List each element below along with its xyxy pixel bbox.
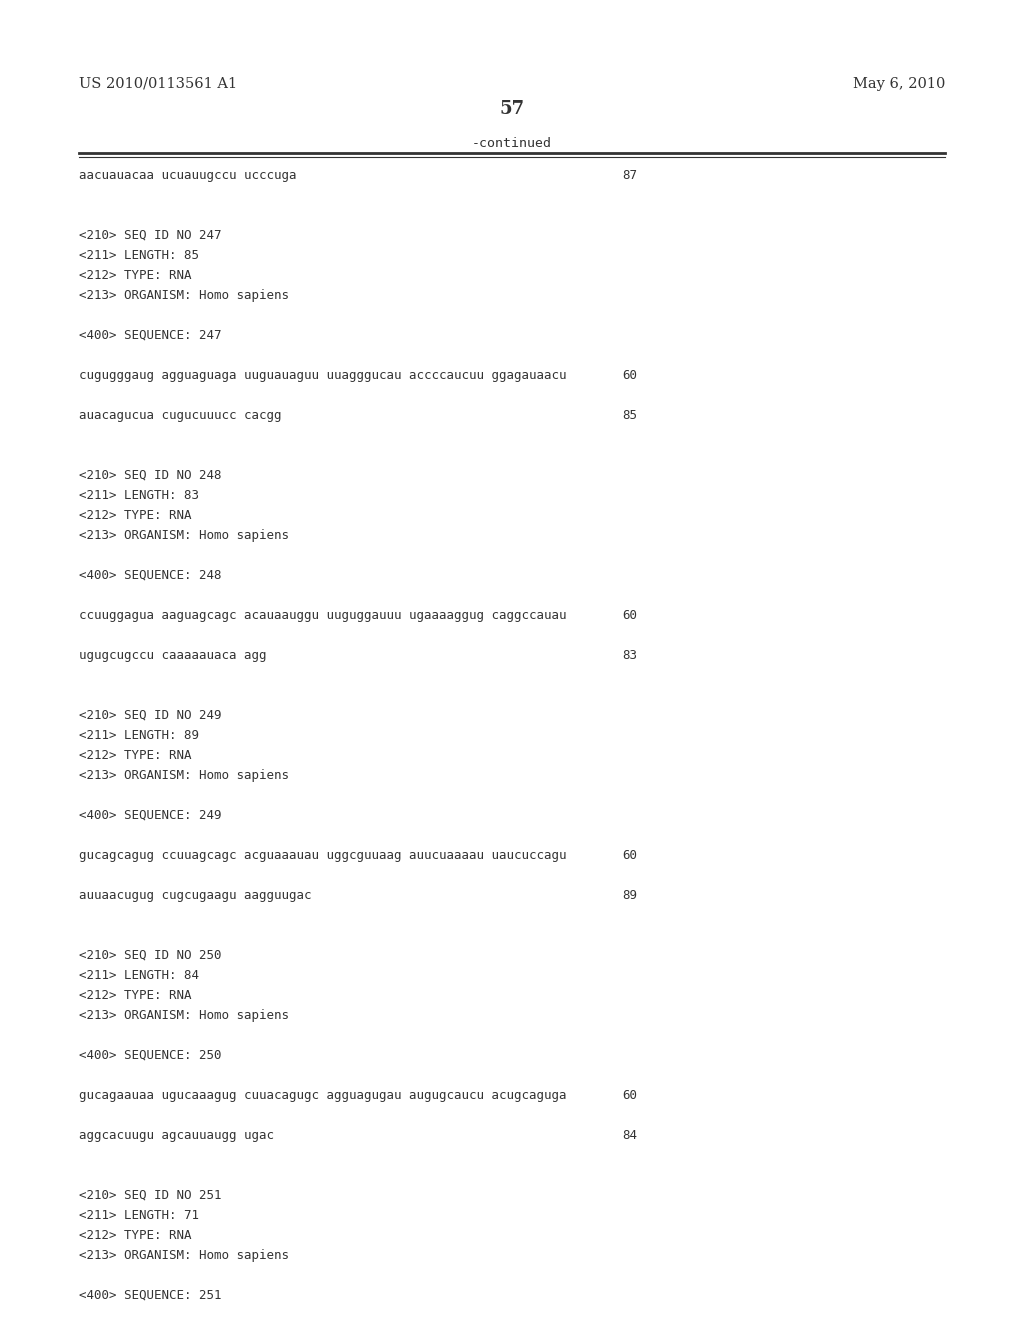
Text: <213> ORGANISM: Homo sapiens: <213> ORGANISM: Homo sapiens <box>79 768 289 781</box>
Text: gucagcagug ccuuagcagc acguaaauau uggcguuaag auucuaaaau uaucuccagu: gucagcagug ccuuagcagc acguaaauau uggcguu… <box>79 849 566 862</box>
Text: <400> SEQUENCE: 250: <400> SEQUENCE: 250 <box>79 1049 221 1061</box>
Text: <211> LENGTH: 89: <211> LENGTH: 89 <box>79 729 199 742</box>
Text: 60: 60 <box>623 849 638 862</box>
Text: gucagaauaa ugucaaagug cuuacagugc agguagugau augugcaucu acugcaguga: gucagaauaa ugucaaagug cuuacagugc agguagu… <box>79 1089 566 1102</box>
Text: auuaacugug cugcugaagu aagguugac: auuaacugug cugcugaagu aagguugac <box>79 888 311 902</box>
Text: 84: 84 <box>623 1129 638 1142</box>
Text: <212> TYPE: RNA: <212> TYPE: RNA <box>79 1229 191 1242</box>
Text: aggcacuugu agcauuaugg ugac: aggcacuugu agcauuaugg ugac <box>79 1129 273 1142</box>
Text: <212> TYPE: RNA: <212> TYPE: RNA <box>79 748 191 762</box>
Text: <212> TYPE: RNA: <212> TYPE: RNA <box>79 989 191 1002</box>
Text: <400> SEQUENCE: 251: <400> SEQUENCE: 251 <box>79 1288 221 1302</box>
Text: <213> ORGANISM: Homo sapiens: <213> ORGANISM: Homo sapiens <box>79 1008 289 1022</box>
Text: 60: 60 <box>623 1089 638 1102</box>
Text: <210> SEQ ID NO 250: <210> SEQ ID NO 250 <box>79 949 221 962</box>
Text: <210> SEQ ID NO 248: <210> SEQ ID NO 248 <box>79 469 221 482</box>
Text: <213> ORGANISM: Homo sapiens: <213> ORGANISM: Homo sapiens <box>79 1249 289 1262</box>
Text: <210> SEQ ID NO 249: <210> SEQ ID NO 249 <box>79 709 221 722</box>
Text: May 6, 2010: May 6, 2010 <box>853 77 945 91</box>
Text: <211> LENGTH: 84: <211> LENGTH: 84 <box>79 969 199 982</box>
Text: <211> LENGTH: 71: <211> LENGTH: 71 <box>79 1209 199 1222</box>
Text: <210> SEQ ID NO 251: <210> SEQ ID NO 251 <box>79 1189 221 1201</box>
Text: ugugcugccu caaaaauaca agg: ugugcugccu caaaaauaca agg <box>79 649 266 661</box>
Text: <212> TYPE: RNA: <212> TYPE: RNA <box>79 269 191 282</box>
Text: <400> SEQUENCE: 249: <400> SEQUENCE: 249 <box>79 809 221 822</box>
Text: <210> SEQ ID NO 247: <210> SEQ ID NO 247 <box>79 228 221 242</box>
Text: ccuuggagua aaguagcagc acauaauggu uuguggauuu ugaaaaggug caggccauau: ccuuggagua aaguagcagc acauaauggu uugugga… <box>79 609 566 622</box>
Text: <400> SEQUENCE: 248: <400> SEQUENCE: 248 <box>79 569 221 582</box>
Text: 85: 85 <box>623 409 638 422</box>
Text: US 2010/0113561 A1: US 2010/0113561 A1 <box>79 77 237 91</box>
Text: -continued: -continued <box>472 137 552 150</box>
Text: <211> LENGTH: 85: <211> LENGTH: 85 <box>79 249 199 261</box>
Text: 60: 60 <box>623 609 638 622</box>
Text: 89: 89 <box>623 888 638 902</box>
Text: 60: 60 <box>623 368 638 381</box>
Text: <213> ORGANISM: Homo sapiens: <213> ORGANISM: Homo sapiens <box>79 289 289 302</box>
Text: <211> LENGTH: 83: <211> LENGTH: 83 <box>79 488 199 502</box>
Text: 87: 87 <box>623 169 638 182</box>
Text: 57: 57 <box>500 100 524 119</box>
Text: aacuauacaa ucuauugccu ucccuga: aacuauacaa ucuauugccu ucccuga <box>79 169 296 182</box>
Text: <400> SEQUENCE: 247: <400> SEQUENCE: 247 <box>79 329 221 342</box>
Text: <213> ORGANISM: Homo sapiens: <213> ORGANISM: Homo sapiens <box>79 529 289 543</box>
Text: auacagucua cugucuuucc cacgg: auacagucua cugucuuucc cacgg <box>79 409 282 422</box>
Text: cugugggaug agguaguaga uuguauaguu uuagggucau accccaucuu ggagauaacu: cugugggaug agguaguaga uuguauaguu uuagggu… <box>79 368 566 381</box>
Text: 83: 83 <box>623 649 638 661</box>
Text: <212> TYPE: RNA: <212> TYPE: RNA <box>79 510 191 521</box>
